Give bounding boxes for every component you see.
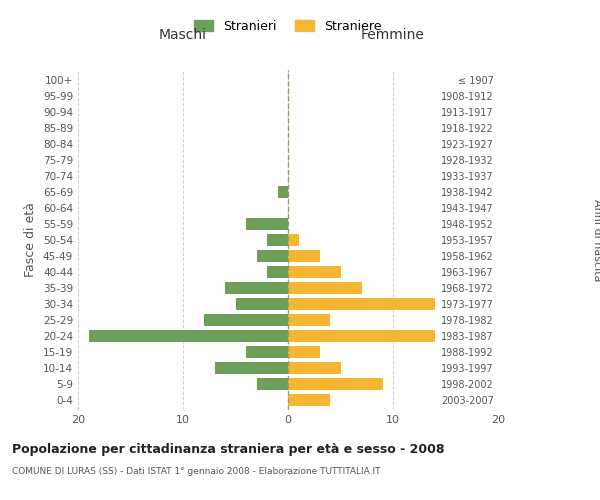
- Y-axis label: Fasce di età: Fasce di età: [25, 202, 37, 278]
- Bar: [277, 186, 288, 198]
- Bar: [267, 234, 288, 246]
- Text: COMUNE DI LURAS (SS) - Dati ISTAT 1° gennaio 2008 - Elaborazione TUTTITALIA.IT: COMUNE DI LURAS (SS) - Dati ISTAT 1° gen…: [12, 468, 380, 476]
- Text: Popolazione per cittadinanza straniera per età e sesso - 2008: Popolazione per cittadinanza straniera p…: [12, 442, 445, 456]
- Bar: [288, 346, 320, 358]
- Bar: [267, 266, 288, 278]
- Bar: [246, 346, 288, 358]
- Text: Femmine: Femmine: [361, 28, 425, 42]
- Bar: [215, 362, 288, 374]
- Legend: Stranieri, Straniere: Stranieri, Straniere: [190, 15, 386, 38]
- Text: Maschi: Maschi: [159, 28, 207, 42]
- Bar: [235, 298, 288, 310]
- Bar: [225, 282, 288, 294]
- Bar: [288, 330, 435, 342]
- Bar: [288, 394, 330, 406]
- Bar: [288, 282, 361, 294]
- Text: Anni di nascita: Anni di nascita: [592, 198, 600, 281]
- Bar: [288, 266, 341, 278]
- Bar: [246, 218, 288, 230]
- Bar: [288, 378, 383, 390]
- Bar: [288, 234, 299, 246]
- Bar: [288, 298, 435, 310]
- Bar: [89, 330, 288, 342]
- Bar: [204, 314, 288, 326]
- Bar: [288, 314, 330, 326]
- Bar: [257, 378, 288, 390]
- Bar: [288, 362, 341, 374]
- Bar: [288, 250, 320, 262]
- Bar: [257, 250, 288, 262]
